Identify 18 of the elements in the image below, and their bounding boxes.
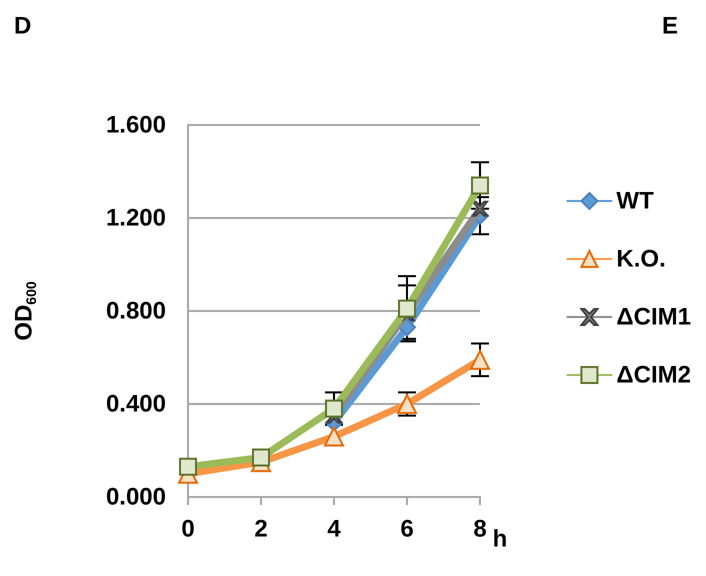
text: D — [14, 12, 32, 40]
legend-label: WT — [616, 188, 654, 214]
y-tick-label: 0.800 — [106, 298, 166, 324]
x-tick-label: 2 — [254, 516, 268, 542]
x-axis-title: h — [492, 526, 508, 552]
y-tick-label: 0.400 — [106, 390, 166, 418]
legend-label: ΔCIM1 — [616, 304, 692, 330]
y-tick-label: 1.200 — [106, 204, 166, 232]
text: E — [662, 12, 678, 40]
x-tick-label: 8 — [473, 516, 487, 542]
legend-label: K.O. — [616, 246, 666, 272]
y-tick-label: 0.000 — [106, 484, 166, 510]
y-tick-label: 1.600 — [106, 112, 166, 138]
y-axis-title: OD600 — [10, 281, 39, 341]
legend-label: ΔCIM2 — [616, 362, 692, 388]
x-tick-label: 0 — [181, 516, 195, 542]
x-tick-label: 4 — [327, 516, 342, 542]
x-tick-label: 6 — [400, 516, 414, 542]
